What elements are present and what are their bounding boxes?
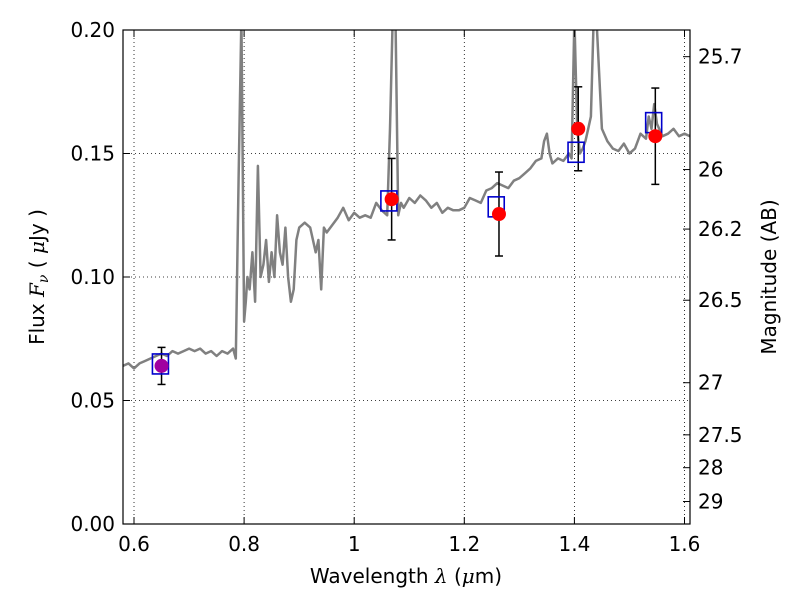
x-tick-label: 1.2	[448, 532, 480, 556]
x-tick-label: 1	[348, 532, 361, 556]
y-tick-label: 0.00	[70, 512, 115, 536]
y-tick-label: 0.15	[70, 142, 115, 166]
y2-tick-label: 26	[698, 158, 723, 182]
y2-axis-label: Magnitude (AB)	[757, 199, 781, 354]
y2-tick-label: 27.5	[698, 423, 743, 447]
y2-tick-label: 26.2	[698, 217, 743, 241]
y-tick-label: 0.10	[70, 265, 115, 289]
x-tick-label: 0.8	[228, 532, 260, 556]
x-tick-label: 0.6	[118, 532, 150, 556]
x-axis-label: Wavelength λ (μm)	[310, 564, 502, 588]
x-axis-ticks: 0.6 0.8 1 1.2 1.4 1.6	[118, 30, 700, 556]
plot-area	[123, 30, 690, 386]
observed-points	[154, 121, 663, 373]
y2-tick-label: 28	[698, 456, 723, 480]
y2-axis-ticks: 25.7 26 26.2 26.5 27 27.5 28 29	[683, 45, 743, 514]
template-spectrum-line	[123, 30, 690, 370]
y-axis-ticks: 0.00 0.05 0.10 0.15 0.20	[70, 18, 130, 536]
y-tick-label: 0.05	[70, 389, 115, 413]
model-point	[567, 141, 585, 164]
model-point	[151, 353, 170, 375]
y2-tick-label: 26.5	[698, 288, 743, 312]
y2-tick-label: 25.7	[698, 45, 743, 69]
y-tick-label: 0.20	[70, 18, 115, 42]
x-tick-label: 1.6	[669, 532, 701, 556]
observed-point	[154, 358, 169, 373]
x-tick-label: 1.4	[558, 532, 590, 556]
observed-point	[491, 207, 506, 222]
y2-tick-label: 27	[698, 371, 723, 395]
grid	[123, 30, 690, 524]
y2-tick-label: 29	[698, 490, 723, 514]
y-axis-label: Flux Fν ( μJy )	[25, 209, 52, 345]
observed-point	[648, 129, 663, 144]
observed-point	[384, 192, 399, 207]
observed-point	[571, 121, 586, 136]
